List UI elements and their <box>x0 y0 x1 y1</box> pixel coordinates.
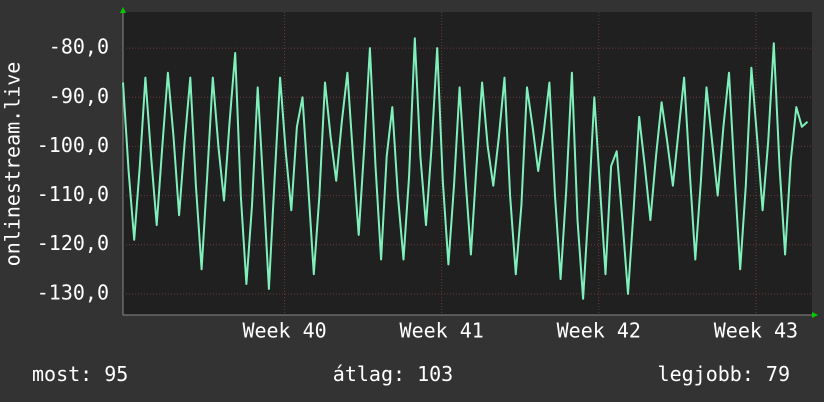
stat: most: 95 <box>32 362 128 386</box>
stat-label: átlag: <box>333 362 405 386</box>
y-arrow <box>120 7 126 13</box>
y-tick-label: -120,0 <box>37 231 109 255</box>
data-line <box>122 37 809 300</box>
y-axis-label: onlinestream.live <box>1 62 25 267</box>
stat-label: most: <box>32 362 92 386</box>
y-tick-label: -100,0 <box>37 133 109 157</box>
x-tick-label: Week 43 <box>714 319 798 343</box>
x-tick-label: Week 40 <box>242 319 326 343</box>
stat: legjobb: 79 <box>658 362 790 386</box>
stat-label: legjobb: <box>658 362 754 386</box>
y-tick-label: -90,0 <box>49 84 109 108</box>
plot-area <box>123 12 812 315</box>
stat: átlag: 103 <box>333 362 453 386</box>
x-tick-label: Week 42 <box>557 319 641 343</box>
stat-value: 79 <box>766 362 790 386</box>
y-tick-label: -80,0 <box>49 35 109 59</box>
x-tick-label: Week 41 <box>400 319 484 343</box>
x-arrow <box>812 312 818 318</box>
y-tick-label: -130,0 <box>37 280 109 304</box>
y-tick-label: -110,0 <box>37 182 109 206</box>
stat-value: 103 <box>417 362 453 386</box>
stat-value: 95 <box>104 362 128 386</box>
